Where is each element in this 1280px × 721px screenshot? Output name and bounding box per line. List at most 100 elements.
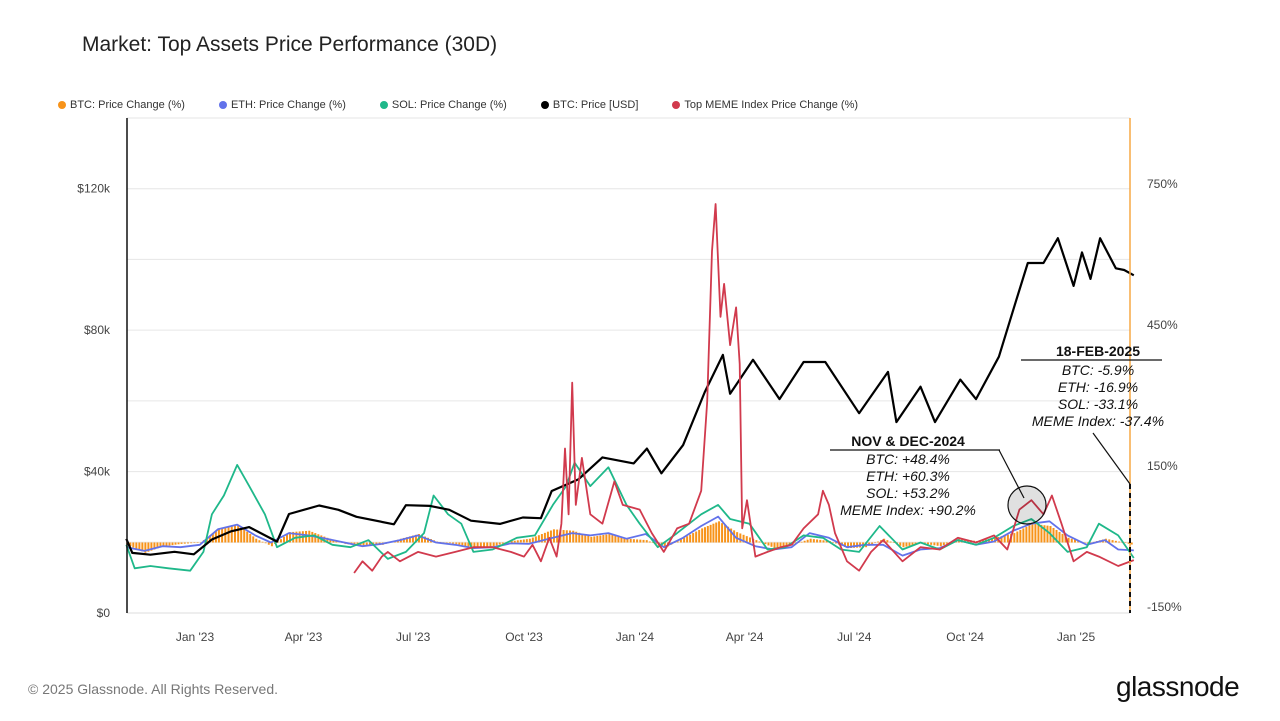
- btc-change-bar: [936, 542, 939, 546]
- btc-change-bar: [739, 533, 742, 543]
- btc-change-bar: [144, 542, 147, 553]
- x-tick-label: Oct '24: [946, 630, 984, 644]
- btc-change-bar: [709, 524, 712, 543]
- btc-change-bar: [803, 540, 806, 543]
- legend-item-btc-price[interactable]: BTC: Price [USD]: [540, 99, 639, 111]
- btc-change-bar: [1118, 541, 1121, 543]
- btc-change-bar: [162, 542, 165, 547]
- x-tick-label: Jul '24: [837, 630, 872, 644]
- btc-change-bar: [800, 541, 803, 543]
- btc-change-bar: [748, 537, 751, 543]
- btc-change-bar: [171, 542, 174, 546]
- btc-change-bar: [1108, 539, 1111, 543]
- btc-change-bar: [892, 542, 895, 543]
- chart-legend: BTC: Price Change (%) ETH: Price Change …: [58, 99, 892, 111]
- btc-change-bar: [942, 542, 945, 545]
- btc-change-bar: [905, 542, 908, 547]
- btc-change-bar: [933, 542, 936, 546]
- btc-change-bar: [578, 532, 581, 543]
- btc-change-bar: [773, 542, 776, 549]
- annotations: NOV & DEC-2024 BTC: +48.4% ETH: +60.3% S…: [830, 343, 1164, 525]
- btc-change-bar: [230, 525, 233, 543]
- btc-change-bar: [770, 542, 773, 547]
- btc-change-bar: [461, 542, 464, 546]
- x-tick-label: Apr '24: [726, 630, 764, 644]
- btc-change-bar: [516, 540, 519, 543]
- btc-change-bar: [141, 542, 144, 552]
- btc-change-bar: [549, 530, 552, 543]
- btc-change-bar: [727, 526, 730, 543]
- btc-change-bar: [939, 542, 942, 547]
- btc-change-bar: [208, 535, 211, 543]
- btc-change-bar: [676, 541, 679, 543]
- btc-change-bar: [806, 539, 809, 543]
- x-tick-label: Jan '23: [176, 630, 215, 644]
- btc-change-bar: [138, 542, 141, 551]
- legend-item-btc-change[interactable]: BTC: Price Change (%): [58, 99, 185, 111]
- btc-change-bar: [1114, 540, 1117, 543]
- legend-item-sol-change[interactable]: SOL: Price Change (%): [379, 99, 507, 111]
- btc-change-bar: [498, 542, 501, 545]
- btc-change-bar: [467, 542, 470, 547]
- btc-change-bar: [190, 542, 193, 544]
- legend-label: Top MEME Index Price Change (%): [684, 99, 859, 111]
- btc-change-bar: [663, 542, 666, 549]
- btc-change-bar: [249, 534, 252, 543]
- x-tick-label: Oct '23: [505, 630, 543, 644]
- btc-change-bar: [186, 542, 189, 544]
- btc-change-bar: [233, 525, 236, 543]
- btc-change-bar: [1013, 533, 1016, 543]
- legend-label: ETH: Price Change (%): [230, 99, 346, 111]
- btc-change-bar: [227, 526, 230, 543]
- btc-change-bar: [1016, 531, 1019, 543]
- legend-dot-icon: [672, 101, 681, 109]
- btc-change-bar: [1022, 528, 1025, 543]
- btc-change-bar: [193, 542, 196, 543]
- btc-change-bar: [211, 533, 214, 543]
- sol-change-line: [125, 461, 1135, 572]
- btc-change-bar: [889, 541, 892, 543]
- btc-change-bar: [289, 532, 292, 543]
- btc-change-bar: [899, 542, 902, 546]
- eth-change-line: [126, 515, 1134, 557]
- btc-change-bar: [132, 542, 135, 548]
- btc-change-bar: [689, 534, 692, 543]
- btc-change-bar: [329, 538, 332, 543]
- annotation-line: BTC: +48.4%: [866, 451, 950, 467]
- page-title: Market: Top Assets Price Performance (30…: [82, 33, 498, 56]
- btc-change-bar: [285, 534, 288, 543]
- btc-change-bar: [620, 537, 623, 543]
- btc-change-bar: [593, 536, 596, 543]
- btc-change-bar: [492, 542, 495, 547]
- x-tick-label: Jul '23: [396, 630, 431, 644]
- btc-change-bar: [695, 531, 698, 543]
- btc-change-bar: [629, 538, 632, 543]
- btc-change-bar: [1031, 523, 1034, 543]
- btc-change-bar: [930, 542, 933, 545]
- btc-change-bar: [843, 542, 846, 547]
- btc-change-bar: [464, 542, 467, 547]
- btc-change-bar: [782, 542, 785, 547]
- btc-change-bar: [581, 533, 584, 543]
- btc-change-bar: [605, 534, 608, 543]
- legend-label: BTC: Price [USD]: [552, 99, 639, 111]
- btc-change-bar: [816, 539, 819, 543]
- legend-item-eth-change[interactable]: ETH: Price Change (%): [218, 99, 346, 111]
- btc-change-bar: [1130, 542, 1133, 545]
- btc-change-bar: [1124, 542, 1127, 544]
- axes: $0 $40k $80k $120k -150% 150% 450% 750% Jan '23 A…: [77, 118, 1182, 644]
- btc-change-bar: [1037, 524, 1040, 543]
- btc-change-bar: [543, 532, 546, 543]
- y-right-tick-label: 450%: [1147, 318, 1178, 332]
- btc-change-bar: [617, 536, 620, 543]
- legend-item-meme-change[interactable]: Top MEME Index Price Change (%): [672, 99, 858, 111]
- btc-change-bar: [513, 540, 516, 543]
- btc-change-bar: [177, 542, 180, 545]
- btc-change-bar: [314, 533, 317, 543]
- btc-change-bar: [785, 542, 788, 546]
- annotation-heading: NOV & DEC-2024: [851, 433, 965, 449]
- btc-change-bar: [871, 542, 874, 545]
- legend-label: BTC: Price Change (%): [70, 99, 185, 111]
- btc-change-bar: [608, 534, 611, 543]
- btc-change-bar: [847, 542, 850, 549]
